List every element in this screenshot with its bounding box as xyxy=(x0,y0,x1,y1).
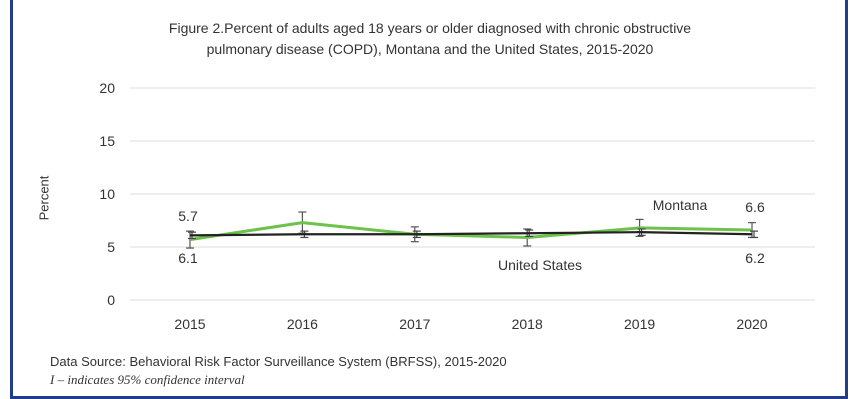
figure-frame xyxy=(10,0,848,399)
x-tick-label: 2017 xyxy=(399,316,430,332)
x-tick-label: 2016 xyxy=(287,316,318,332)
frame-bottom-border xyxy=(10,396,848,399)
x-tick-label: 2018 xyxy=(512,316,543,332)
x-tick-label: 2020 xyxy=(736,316,767,332)
y-tick-label: 0 xyxy=(107,292,115,308)
y-tick-label: 20 xyxy=(99,80,115,96)
data-label-us-2015: 6.1 xyxy=(178,250,198,266)
chart-title: Figure 2.Percent of adults aged 18 years… xyxy=(168,20,692,57)
confidence-interval-note: I – indicates 95% confidence interval xyxy=(50,372,245,387)
x-tick-label: 2015 xyxy=(174,316,205,332)
y-tick-label: 15 xyxy=(99,133,115,149)
data-label-montana-2015: 5.7 xyxy=(178,208,198,224)
x-tick-label: 2019 xyxy=(624,316,655,332)
data-label-us-2020: 6.2 xyxy=(745,250,765,266)
united-states-series-line xyxy=(189,231,753,237)
y-tick-label: 5 xyxy=(107,239,115,255)
data-source-note: Data Source: Behavioral Risk Factor Surv… xyxy=(50,354,507,369)
montana-series-line xyxy=(189,221,753,242)
series-label-montana: Montana xyxy=(653,197,708,213)
y-tick-label: 10 xyxy=(99,186,115,202)
series-label-united-states: United States xyxy=(498,257,582,273)
data-label-montana-2020: 6.6 xyxy=(745,199,765,215)
